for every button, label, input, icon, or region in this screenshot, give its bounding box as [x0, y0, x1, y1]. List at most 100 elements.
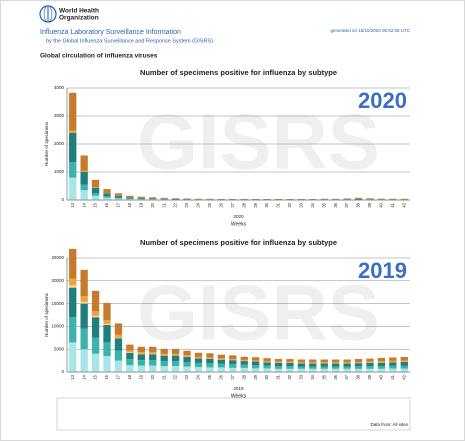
x-tick-label: 17 [116, 374, 121, 379]
bar-segment [217, 358, 226, 360]
bar-segment [91, 315, 100, 318]
bar-segment [389, 362, 397, 366]
bar-segment [377, 368, 386, 372]
bar-segment [103, 323, 111, 326]
bar-segment [297, 359, 306, 363]
bar-segment [354, 368, 363, 372]
bar-segment [183, 366, 191, 372]
org-name: World Health [59, 8, 99, 15]
x-tick-label: 30 [264, 202, 269, 207]
y-tick-label: 0 [61, 197, 64, 202]
x-tick-label: 42 [401, 202, 406, 207]
bar-segment [69, 278, 77, 286]
bar-segment [80, 269, 88, 297]
bar-segment [114, 337, 123, 339]
bar-segment [377, 357, 386, 362]
bar-segment [91, 353, 100, 372]
bar-segment [194, 358, 203, 363]
bar-segment [251, 365, 260, 369]
bar-segment [217, 367, 226, 372]
bar-segment [126, 365, 134, 372]
x-tick-label: 17 [116, 202, 121, 207]
bar-segment [354, 197, 363, 199]
bar-segment [400, 361, 408, 366]
bar-segment [171, 198, 180, 199]
bar-segment [274, 361, 283, 363]
x-tick-label: 32 [287, 202, 292, 207]
bar-segment [194, 356, 203, 359]
x-tick-label: 14 [81, 202, 86, 207]
bar-segment [297, 362, 306, 364]
bar-segment [400, 365, 408, 369]
bar-segment [309, 366, 317, 369]
y-tick-label: 25000 [51, 255, 64, 260]
bar-segment [69, 285, 77, 288]
bar-segment [354, 359, 363, 363]
bar-segment [297, 368, 306, 372]
bar-segment [366, 362, 374, 367]
bar-segment [366, 368, 374, 372]
bar-segment [206, 363, 214, 368]
x-tick-label: 29 [253, 374, 258, 379]
bar-segment [126, 198, 134, 200]
bar-segment [320, 359, 328, 363]
x-tick-label: 16 [104, 202, 109, 207]
bar-segment [309, 359, 317, 363]
bar-segment [137, 365, 145, 372]
bar-segment [160, 355, 168, 362]
bar-segment [149, 198, 157, 200]
y-tick-label: 2000 [54, 141, 65, 146]
x-tick-label: 35 [321, 202, 326, 207]
bar-segment [91, 195, 100, 200]
x-tick-label: 41 [390, 202, 395, 207]
bar-segment [229, 367, 237, 372]
bar-segment [297, 366, 306, 369]
bar-segment [149, 365, 157, 372]
y-tick-label: 20000 [51, 278, 64, 283]
bar-segment [91, 337, 100, 354]
bar-segment [137, 197, 145, 199]
bar-segment [149, 197, 157, 199]
x-tick-label: 33 [298, 374, 303, 379]
bar-segment [91, 179, 100, 188]
x-tick-label: 15 [93, 202, 98, 207]
bar-segment [389, 198, 397, 200]
x-tick-label: 29 [253, 202, 258, 207]
x-tick-label: 42 [401, 374, 406, 379]
bar-segment [171, 353, 180, 356]
x-tick-label: 13 [70, 202, 75, 207]
bar-segment [343, 366, 351, 369]
x-tick-label: 19 [138, 374, 143, 379]
bar-segment [389, 357, 397, 361]
bar-segment [114, 195, 123, 198]
bar-segment [80, 184, 88, 191]
x-tick-label: 25 [207, 374, 212, 379]
bar-segment [354, 199, 363, 200]
x-tick-label: 40 [379, 202, 384, 207]
bar-segment [80, 170, 88, 172]
bar-segment [126, 352, 134, 360]
x-tick-label: 21 [161, 202, 166, 207]
x-tick-label: 23 [184, 374, 189, 379]
x-tick-label: 37 [344, 202, 349, 207]
bar-segment [354, 363, 363, 367]
bar-segment [80, 349, 88, 372]
bar-segment [217, 359, 226, 364]
bar-segment [103, 302, 111, 321]
x-group-label: 2020 [233, 214, 244, 219]
bar-segment [366, 198, 374, 200]
bar-segment [389, 360, 397, 363]
bar-segment [160, 348, 168, 354]
bar-segment [229, 364, 237, 368]
watermark: GISRS [137, 269, 380, 357]
bar-segment [251, 357, 260, 361]
bar-segment [251, 368, 260, 372]
bar-segment [126, 359, 134, 366]
bar-segment [240, 367, 248, 372]
bar-segment [69, 342, 77, 372]
x-tick-label: 27 [230, 374, 235, 379]
bar-segment [160, 197, 168, 199]
y-tick-label: 10000 [51, 324, 64, 329]
x-tick-label: 20 [150, 202, 155, 207]
bar-segment [389, 368, 397, 372]
